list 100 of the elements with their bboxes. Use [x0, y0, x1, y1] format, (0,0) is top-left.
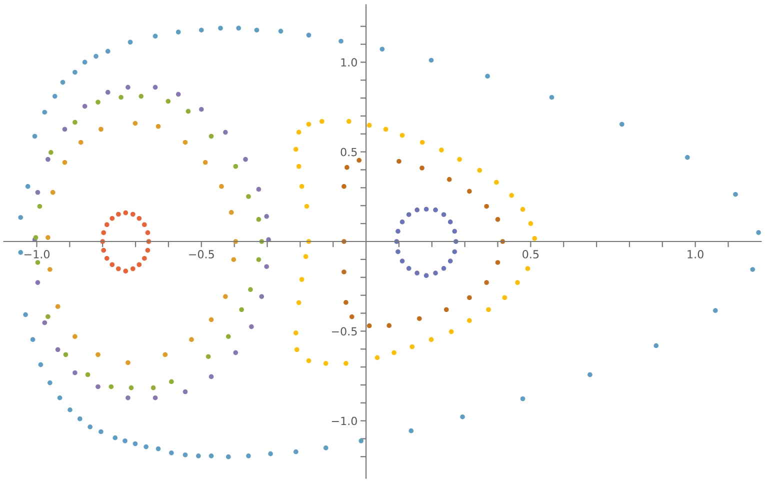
point: [152, 84, 158, 90]
point: [116, 212, 121, 217]
point: [62, 126, 68, 132]
point: [37, 204, 42, 209]
point: [126, 84, 130, 90]
x-tick-label: 0.5: [522, 250, 539, 258]
point: [72, 334, 78, 339]
point: [123, 210, 128, 216]
point: [268, 451, 273, 456]
point: [182, 140, 188, 145]
point: [414, 208, 420, 212]
point: [467, 188, 472, 194]
point: [198, 106, 204, 112]
point: [320, 118, 324, 124]
point: [62, 160, 68, 165]
point: [256, 217, 262, 222]
point: [278, 28, 284, 34]
point: [63, 352, 68, 358]
point: [444, 307, 449, 312]
point: [495, 260, 500, 265]
point: [88, 424, 93, 430]
point: [46, 156, 50, 162]
point: [96, 100, 100, 105]
point: [176, 30, 181, 34]
point: [55, 347, 60, 352]
point: [104, 222, 110, 228]
point: [223, 294, 228, 299]
point: [176, 92, 181, 97]
point: [486, 307, 491, 312]
point: [105, 48, 110, 54]
point: [408, 428, 414, 434]
point: [293, 146, 298, 152]
point: [750, 267, 756, 272]
point: [386, 323, 392, 328]
point: [259, 294, 264, 299]
point: [233, 350, 238, 356]
point: [457, 156, 462, 162]
point: [72, 70, 78, 75]
point: [344, 165, 350, 170]
x-tick-label: −0.5: [189, 250, 214, 258]
point: [428, 58, 434, 63]
point: [256, 186, 262, 192]
y-tick-label: 0.5: [340, 148, 357, 156]
point: [236, 26, 242, 31]
point: [55, 304, 60, 309]
point: [406, 212, 412, 218]
point: [42, 110, 48, 115]
point: [145, 230, 150, 236]
point: [254, 28, 260, 33]
point: [72, 120, 78, 125]
point: [420, 166, 424, 170]
point: [132, 441, 138, 446]
point: [226, 334, 231, 339]
point: [424, 273, 429, 278]
point: [208, 317, 214, 322]
point: [105, 90, 110, 95]
point: [52, 94, 58, 99]
point: [485, 74, 490, 79]
point: [130, 266, 136, 272]
point: [78, 140, 84, 145]
point: [619, 122, 624, 127]
point: [196, 454, 201, 458]
point: [249, 324, 254, 330]
point: [50, 190, 56, 195]
point: [189, 337, 194, 342]
point: [126, 395, 130, 400]
point: [30, 337, 36, 342]
point: [296, 300, 302, 306]
point: [439, 148, 444, 152]
point: [57, 395, 62, 400]
y-tick-label: 1.0: [341, 58, 357, 67]
point: [104, 256, 110, 261]
point: [685, 155, 690, 160]
point: [98, 126, 104, 132]
point: [186, 108, 191, 114]
point: [18, 250, 24, 255]
point: [502, 295, 508, 300]
point: [208, 454, 214, 458]
point: [233, 164, 238, 169]
point: [126, 360, 130, 366]
point: [416, 316, 422, 322]
point: [400, 132, 405, 138]
point: [42, 320, 48, 326]
x-tick-label: −1.0: [24, 250, 50, 258]
point: [323, 445, 328, 450]
point: [118, 94, 124, 100]
point: [108, 384, 114, 390]
point: [150, 385, 156, 390]
point: [162, 352, 168, 358]
point: [82, 104, 88, 109]
point: [358, 438, 364, 444]
point: [136, 262, 142, 268]
point: [433, 208, 438, 212]
point: [219, 184, 224, 189]
point: [122, 438, 128, 444]
point: [306, 358, 312, 364]
point: [520, 396, 526, 402]
point: [396, 158, 402, 164]
point: [448, 258, 453, 264]
point: [48, 150, 54, 155]
